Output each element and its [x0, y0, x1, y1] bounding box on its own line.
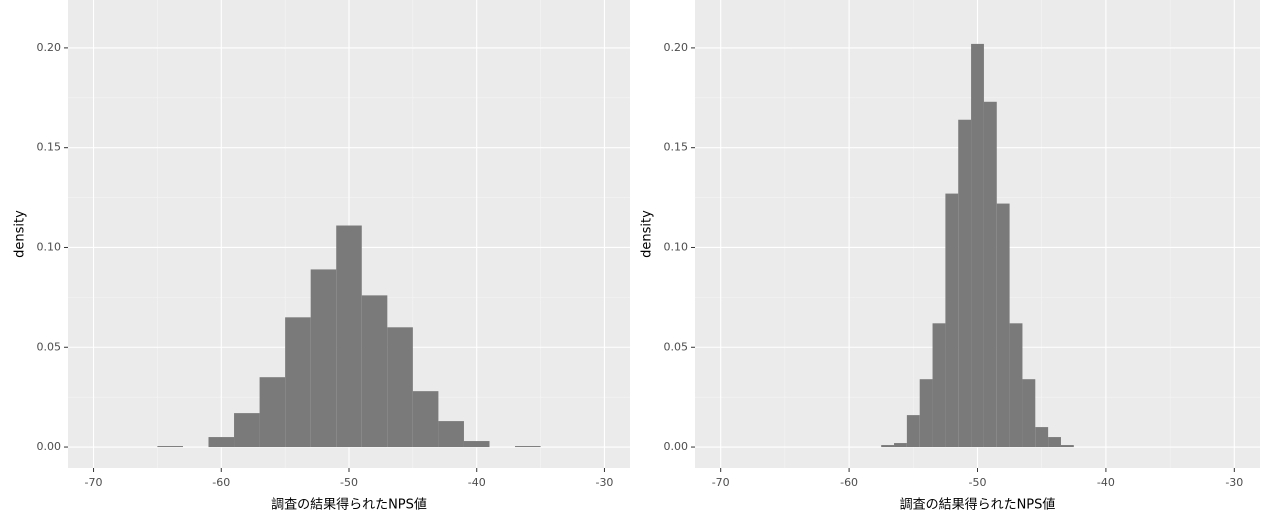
bar — [919, 379, 933, 448]
y-tick-label: 0.00 — [664, 440, 689, 453]
bar — [412, 391, 439, 448]
y-tick-label: 0.20 — [664, 41, 689, 54]
x-tick-label: -40 — [1097, 476, 1115, 489]
x-tick-label: -40 — [468, 476, 486, 489]
bar — [1060, 445, 1074, 448]
x-tick-label: -60 — [840, 476, 858, 489]
bar — [387, 327, 413, 448]
bar — [361, 295, 388, 448]
bar — [996, 203, 1010, 448]
y-tick-label: 0.05 — [37, 340, 62, 353]
bar — [932, 323, 946, 448]
bar — [1035, 427, 1049, 448]
y-tick-label: 0.15 — [37, 141, 62, 154]
bar — [259, 377, 286, 448]
x-tick-label: -30 — [595, 476, 613, 489]
y-tick-label: 0.15 — [664, 141, 689, 154]
x-tick-label: -60 — [212, 476, 230, 489]
x-tick-label: -30 — [1225, 476, 1243, 489]
y-tick-label: 0.10 — [664, 240, 689, 253]
bar — [208, 437, 235, 448]
bar — [983, 101, 997, 448]
y-tick-label: 0.05 — [664, 340, 689, 353]
bar — [1048, 437, 1061, 448]
bar — [310, 269, 337, 448]
bar — [958, 119, 972, 448]
y-axis-title: density — [13, 210, 28, 258]
y-tick-label: 0.20 — [37, 41, 62, 54]
y-axis-title: density — [640, 210, 655, 258]
bar — [336, 225, 362, 448]
x-tick-label: -70 — [85, 476, 103, 489]
bar — [157, 446, 183, 448]
bar — [945, 193, 959, 448]
bar — [1009, 323, 1023, 448]
bar — [881, 445, 895, 448]
bar — [894, 443, 907, 448]
y-tick-label: 0.10 — [37, 240, 62, 253]
x-axis-title: 調査の結果得られたNPS値 — [271, 497, 427, 513]
y-tick-label: 0.00 — [37, 440, 62, 453]
x-tick-label: -50 — [969, 476, 987, 489]
bar — [438, 421, 464, 448]
x-tick-label: -50 — [340, 476, 358, 489]
bar — [515, 446, 541, 448]
bar — [971, 43, 984, 448]
x-tick-label: -70 — [712, 476, 730, 489]
bar — [234, 413, 260, 448]
bar — [906, 415, 920, 448]
bar — [463, 441, 490, 448]
bar — [1022, 379, 1036, 448]
bar — [285, 317, 311, 448]
x-axis-title: 調査の結果得られたNPS値 — [900, 497, 1056, 513]
